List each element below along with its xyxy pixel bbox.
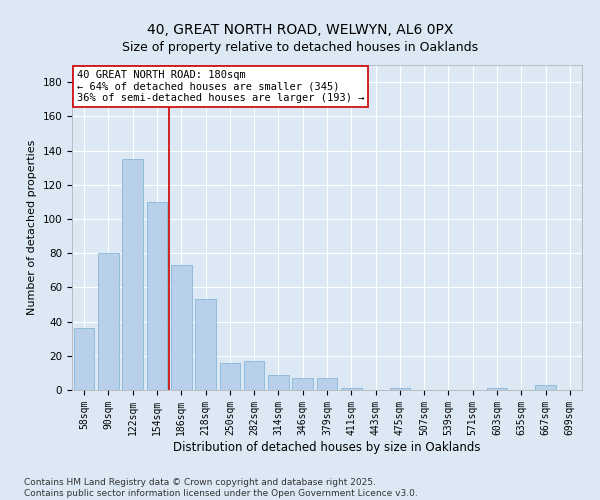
- Bar: [244, 361, 265, 390]
- Bar: [317, 378, 337, 390]
- Bar: [171, 265, 191, 390]
- Bar: [98, 253, 119, 390]
- Bar: [487, 388, 508, 390]
- Bar: [341, 388, 362, 390]
- Text: Size of property relative to detached houses in Oaklands: Size of property relative to detached ho…: [122, 41, 478, 54]
- Text: Contains HM Land Registry data © Crown copyright and database right 2025.
Contai: Contains HM Land Registry data © Crown c…: [24, 478, 418, 498]
- Bar: [74, 328, 94, 390]
- X-axis label: Distribution of detached houses by size in Oaklands: Distribution of detached houses by size …: [173, 440, 481, 454]
- Bar: [389, 388, 410, 390]
- Bar: [195, 300, 216, 390]
- Bar: [535, 385, 556, 390]
- Text: 40 GREAT NORTH ROAD: 180sqm
← 64% of detached houses are smaller (345)
36% of se: 40 GREAT NORTH ROAD: 180sqm ← 64% of det…: [77, 70, 365, 103]
- Bar: [268, 374, 289, 390]
- Bar: [292, 378, 313, 390]
- Bar: [122, 159, 143, 390]
- Bar: [220, 362, 240, 390]
- Y-axis label: Number of detached properties: Number of detached properties: [27, 140, 37, 315]
- Bar: [146, 202, 167, 390]
- Text: 40, GREAT NORTH ROAD, WELWYN, AL6 0PX: 40, GREAT NORTH ROAD, WELWYN, AL6 0PX: [147, 22, 453, 36]
